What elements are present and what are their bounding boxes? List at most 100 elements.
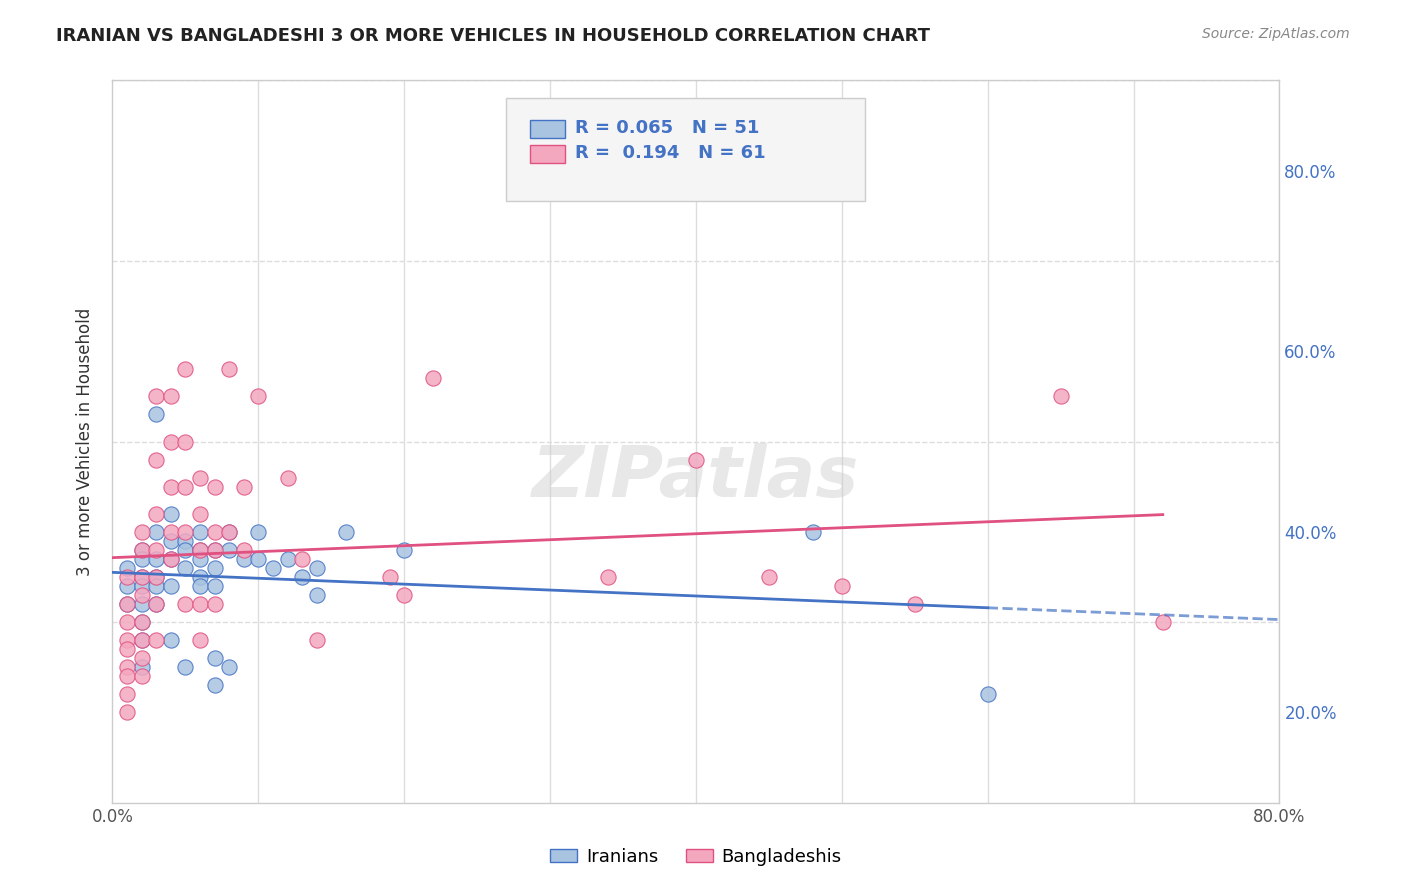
Point [145, 579, 167, 593]
Point [598, 570, 620, 584]
Point [204, 542, 226, 557]
Point [247, 552, 270, 566]
Point [204, 561, 226, 575]
Point [160, 524, 183, 539]
Point [188, 471, 211, 485]
Point [218, 542, 240, 557]
Point [115, 615, 138, 630]
Point [160, 633, 183, 648]
Point [232, 542, 254, 557]
Point [174, 542, 197, 557]
Point [115, 570, 138, 584]
Point [188, 542, 211, 557]
Point [115, 597, 138, 611]
Point [160, 552, 183, 566]
Point [204, 542, 226, 557]
Point [218, 660, 240, 674]
Point [291, 552, 314, 566]
Point [174, 480, 197, 494]
Point [831, 579, 853, 593]
Point [188, 597, 211, 611]
Legend: Iranians, Bangladeshis: Iranians, Bangladeshis [543, 841, 849, 873]
Text: R = 0.065   N = 51: R = 0.065 N = 51 [575, 120, 759, 137]
Point [204, 524, 226, 539]
Point [174, 362, 197, 376]
Point [145, 552, 167, 566]
Point [218, 524, 240, 539]
Point [204, 597, 226, 611]
Point [145, 408, 167, 422]
Point [131, 542, 153, 557]
Point [685, 452, 707, 467]
Point [188, 633, 211, 648]
Point [131, 651, 153, 665]
Point [218, 524, 240, 539]
Point [174, 524, 197, 539]
Point [115, 660, 138, 674]
Text: Source: ZipAtlas.com: Source: ZipAtlas.com [1202, 27, 1350, 41]
Point [145, 452, 167, 467]
Point [174, 561, 197, 575]
Point [131, 633, 153, 648]
Point [160, 507, 183, 521]
Point [115, 579, 138, 593]
Point [145, 570, 167, 584]
Point [131, 588, 153, 602]
Point [305, 561, 328, 575]
Point [394, 542, 416, 557]
Point [335, 524, 357, 539]
Point [305, 633, 328, 648]
Point [174, 434, 197, 449]
Point [131, 552, 153, 566]
Point [131, 615, 153, 630]
Point [131, 615, 153, 630]
Point [131, 660, 153, 674]
Point [204, 579, 226, 593]
Point [188, 552, 211, 566]
Point [232, 552, 254, 566]
Point [305, 588, 328, 602]
Point [291, 570, 314, 584]
Point [394, 588, 416, 602]
Point [160, 533, 183, 548]
Point [204, 480, 226, 494]
Point [276, 471, 298, 485]
Point [188, 579, 211, 593]
Point [115, 561, 138, 575]
Point [904, 597, 927, 611]
Point [131, 524, 153, 539]
Point [160, 480, 183, 494]
Point [232, 480, 254, 494]
Point [131, 570, 153, 584]
Point [131, 633, 153, 648]
Point [976, 687, 998, 701]
Text: R =  0.194   N = 61: R = 0.194 N = 61 [575, 145, 766, 162]
Point [145, 389, 167, 403]
Point [276, 552, 298, 566]
Text: ZIPatlas: ZIPatlas [533, 443, 859, 512]
Point [131, 579, 153, 593]
Point [1049, 389, 1071, 403]
Point [131, 542, 153, 557]
Point [115, 687, 138, 701]
Point [145, 633, 167, 648]
Y-axis label: 3 or more Vehicles in Household: 3 or more Vehicles in Household [76, 308, 94, 575]
Point [801, 524, 824, 539]
Point [145, 597, 167, 611]
Point [160, 434, 183, 449]
Point [145, 570, 167, 584]
Point [204, 678, 226, 692]
Point [145, 597, 167, 611]
Point [160, 552, 183, 566]
Point [131, 669, 153, 683]
Point [145, 524, 167, 539]
Text: IRANIAN VS BANGLADESHI 3 OR MORE VEHICLES IN HOUSEHOLD CORRELATION CHART: IRANIAN VS BANGLADESHI 3 OR MORE VEHICLE… [56, 27, 931, 45]
Point [247, 524, 270, 539]
Point [422, 371, 444, 385]
Point [758, 570, 780, 584]
Point [115, 633, 138, 648]
Point [188, 542, 211, 557]
Point [247, 389, 270, 403]
Point [188, 570, 211, 584]
Point [174, 533, 197, 548]
